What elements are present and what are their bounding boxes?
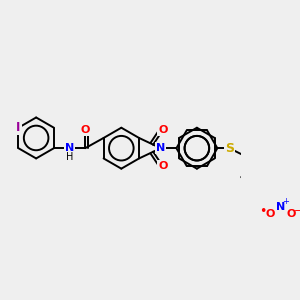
Text: O: O bbox=[158, 125, 167, 135]
Text: •: • bbox=[260, 205, 267, 218]
Text: O: O bbox=[158, 161, 167, 171]
Text: −: − bbox=[294, 206, 300, 216]
Text: O: O bbox=[80, 125, 90, 135]
Text: O: O bbox=[286, 209, 296, 219]
Text: +: + bbox=[283, 197, 289, 206]
Text: N: N bbox=[156, 143, 165, 153]
Text: S: S bbox=[225, 142, 234, 155]
Text: H: H bbox=[66, 152, 73, 162]
Text: N: N bbox=[65, 143, 74, 153]
Text: N: N bbox=[276, 202, 285, 212]
Text: I: I bbox=[16, 121, 21, 134]
Text: O: O bbox=[266, 209, 275, 219]
